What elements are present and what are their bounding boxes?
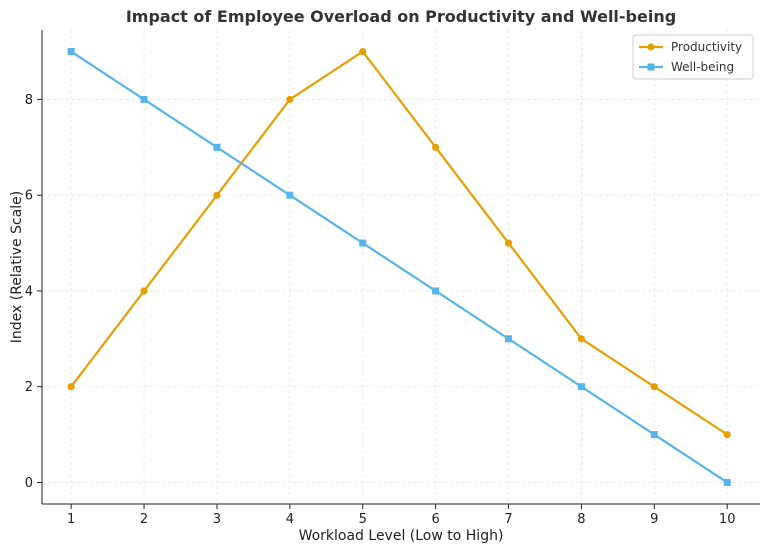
productivity-point — [723, 430, 731, 439]
productivity-point — [286, 95, 294, 104]
y-tick-label: 6 — [25, 189, 33, 204]
x-tick-label: 9 — [650, 512, 658, 527]
x-tick-label: 1 — [67, 512, 75, 527]
x-tick-label: 6 — [431, 512, 439, 527]
well-being-point — [67, 48, 75, 56]
x-tick-label: 4 — [286, 512, 294, 527]
series — [67, 47, 731, 486]
axes — [41, 30, 760, 505]
productivity-point — [140, 287, 148, 295]
y-axis-label: Index (Relative Scale) — [9, 191, 25, 344]
legend-label: Productivity — [671, 40, 742, 54]
well-being-point — [286, 191, 294, 199]
well-being-point — [650, 431, 658, 439]
x-tick-label: 5 — [359, 512, 367, 527]
productivity-point — [67, 383, 75, 391]
legend-item-well-being: Well-being — [639, 60, 734, 74]
productivity-point — [359, 47, 367, 56]
y-tick-label: 2 — [25, 380, 33, 395]
productivity-point — [504, 239, 513, 247]
productivity-point — [432, 143, 440, 151]
x-tick-label: 7 — [504, 512, 512, 527]
x-tick-label: 8 — [577, 512, 585, 527]
series-productivity — [67, 47, 731, 439]
well-being-point — [140, 95, 148, 103]
well-being-point — [723, 478, 731, 486]
well-being-point — [432, 287, 440, 295]
x-axis-label: Workload Level (Low to High) — [299, 528, 504, 544]
chart-title: Impact of Employee Overload on Productiv… — [126, 7, 676, 26]
well-being-point — [577, 383, 585, 391]
x-tick-label: 10 — [719, 512, 736, 527]
legend-item-productivity: Productivity — [639, 40, 742, 54]
legend-label: Well-being — [671, 60, 734, 74]
y-tick-label: 0 — [25, 476, 33, 491]
grid — [42, 30, 760, 504]
productivity-point — [650, 383, 658, 391]
well-being-point — [359, 239, 367, 247]
series-well-being — [67, 48, 731, 486]
y-tick-label: 8 — [25, 93, 33, 108]
productivity-line — [70, 50, 728, 436]
legend-marker — [647, 43, 655, 51]
productivity-point — [577, 335, 586, 343]
well-being-point — [505, 335, 513, 343]
productivity-point — [213, 191, 221, 199]
legend: Productivity Well-being — [632, 34, 754, 80]
x-tick-label: 3 — [213, 512, 221, 527]
legend-marker — [647, 63, 655, 71]
x-tick-label: 2 — [140, 512, 148, 527]
well-being-point — [213, 143, 221, 151]
ticks: 1 2 3 4 5 6 7 8 9 10 0 2 4 6 8 — [25, 93, 736, 527]
well-being-line — [70, 50, 728, 484]
y-tick-label: 4 — [25, 284, 33, 299]
